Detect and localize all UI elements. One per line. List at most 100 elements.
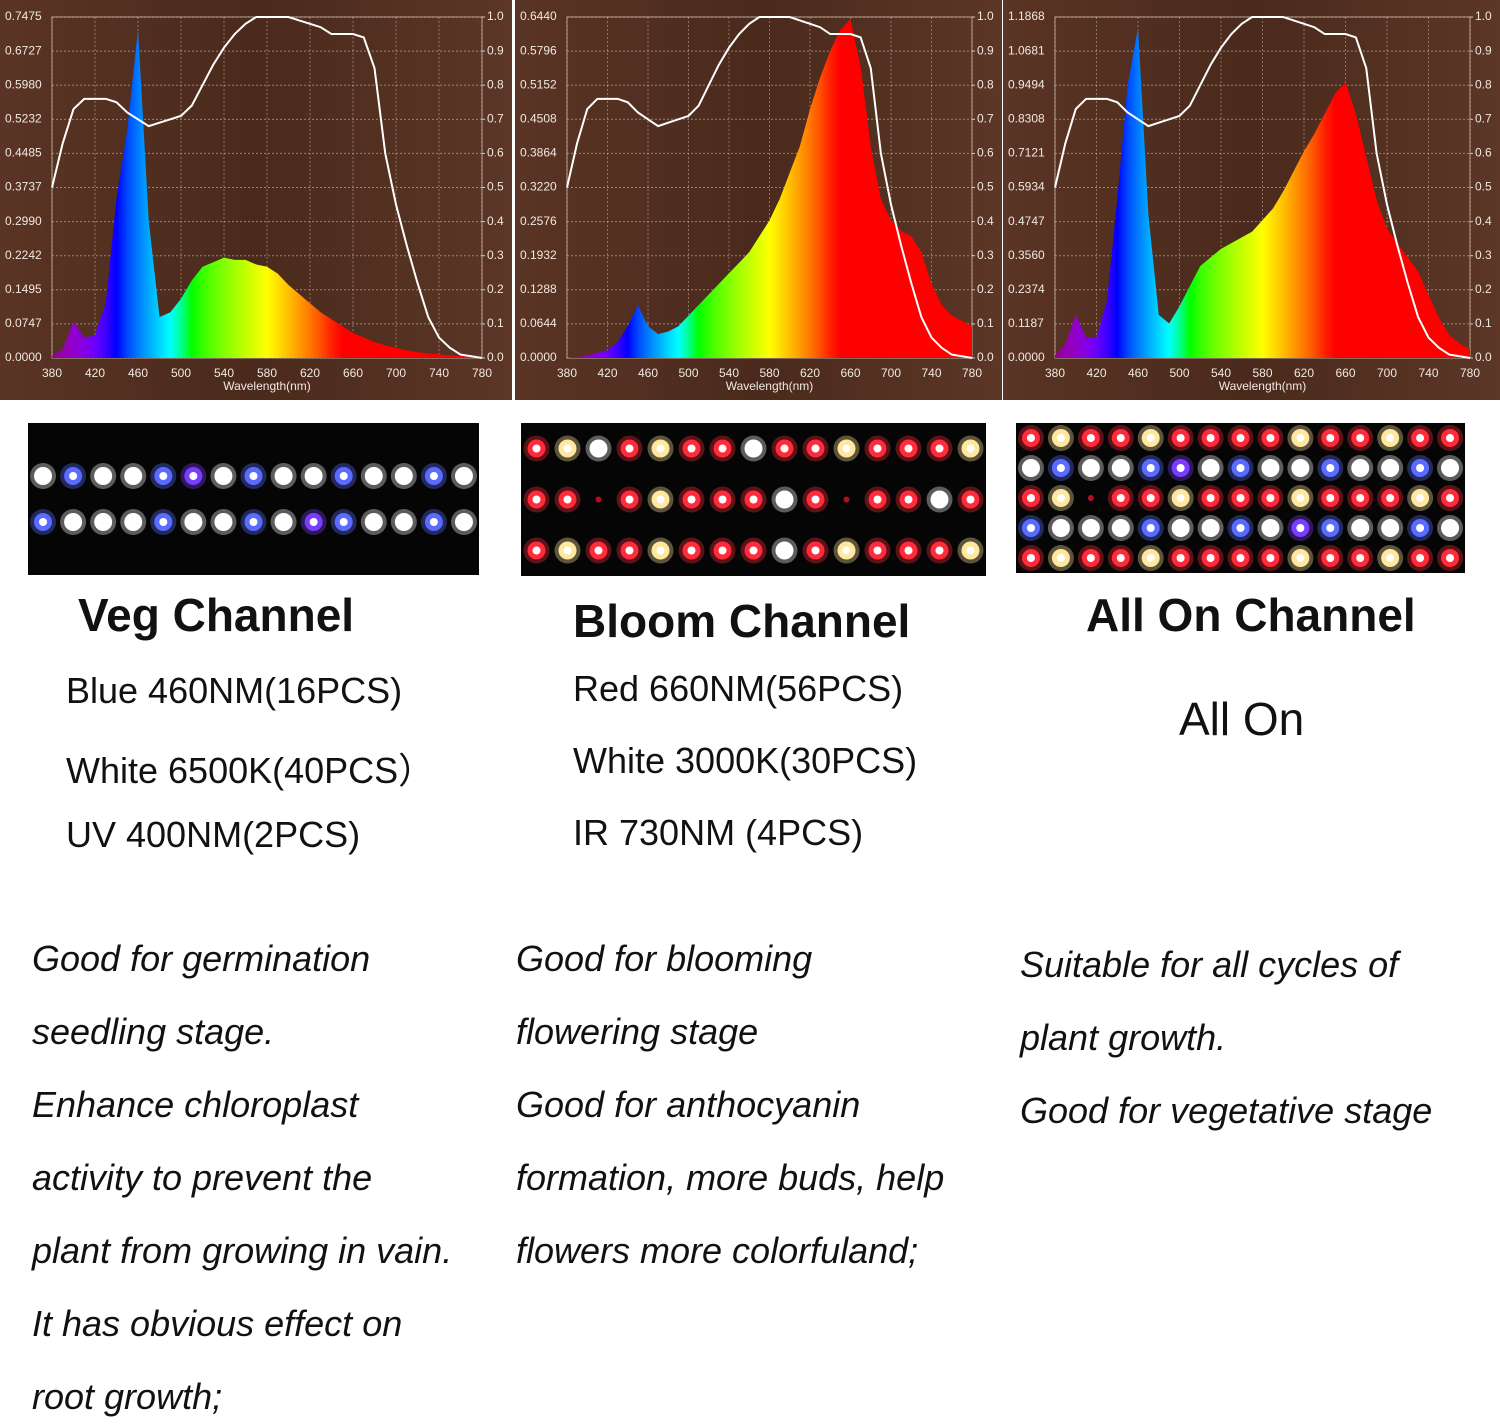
y2-tick-label: 0.4 bbox=[1475, 214, 1492, 228]
led-core bbox=[1266, 524, 1275, 532]
y-tick-label: 0.3864 bbox=[520, 146, 557, 160]
led-core bbox=[904, 495, 913, 504]
led-core bbox=[1206, 524, 1215, 532]
x-tick-label: 420 bbox=[1086, 366, 1106, 380]
led-core bbox=[966, 495, 975, 504]
led-core bbox=[1056, 554, 1065, 562]
led-core bbox=[1386, 464, 1395, 472]
x-tick-label: 500 bbox=[1169, 366, 1189, 380]
description-line: Good for germination bbox=[32, 938, 371, 979]
led-core bbox=[459, 472, 468, 480]
led-core bbox=[1146, 464, 1155, 472]
led-core bbox=[1086, 434, 1095, 442]
y-tick-label: 0.0000 bbox=[5, 350, 42, 364]
led-core bbox=[1116, 464, 1125, 472]
led-core bbox=[1356, 524, 1365, 532]
led-core bbox=[811, 444, 820, 453]
led-core bbox=[279, 518, 288, 526]
strip-background bbox=[28, 423, 479, 575]
led-core bbox=[1206, 554, 1215, 562]
led-off bbox=[1087, 495, 1094, 501]
y-tick-label: 0.0747 bbox=[5, 316, 42, 330]
led-core bbox=[1206, 464, 1215, 472]
led-core bbox=[1266, 434, 1275, 442]
led-core bbox=[1026, 434, 1035, 442]
y-tick-label: 0.5152 bbox=[520, 77, 557, 91]
led-core bbox=[69, 472, 78, 480]
led-core bbox=[219, 472, 228, 480]
x-tick-label: 460 bbox=[1128, 366, 1148, 380]
description-line: formation, more buds, help bbox=[516, 1157, 945, 1198]
led-core bbox=[873, 444, 882, 453]
led-core bbox=[459, 518, 468, 526]
channel-heading: Veg Channel bbox=[78, 589, 355, 641]
led-core bbox=[309, 518, 318, 526]
led-core bbox=[1386, 434, 1395, 442]
led-core bbox=[309, 472, 318, 480]
led-core bbox=[935, 444, 944, 453]
y-tick-label: 0.4747 bbox=[1008, 214, 1045, 228]
y-tick-label: 1.0681 bbox=[1008, 43, 1045, 57]
led-core bbox=[718, 444, 727, 453]
led-core bbox=[1296, 524, 1305, 532]
y2-tick-label: 0.7 bbox=[1475, 111, 1492, 125]
x-axis-label: Wavelength(nm) bbox=[726, 379, 814, 393]
x-tick-label: 700 bbox=[881, 366, 901, 380]
spec-line: All On bbox=[1179, 693, 1305, 745]
y2-tick-label: 0.9 bbox=[1475, 43, 1492, 57]
led-core bbox=[1116, 494, 1125, 502]
led-core bbox=[1056, 524, 1065, 532]
description-line: Suitable for all cycles of bbox=[1020, 944, 1399, 985]
led-core bbox=[249, 472, 258, 480]
led-core bbox=[780, 546, 789, 555]
led-off bbox=[595, 496, 602, 503]
spec-line: White 3000K(30PCS) bbox=[573, 740, 918, 781]
y-tick-label: 0.2242 bbox=[5, 248, 42, 262]
spec-line: White 6500K(40PCS） bbox=[66, 750, 435, 791]
y2-tick-label: 0.2 bbox=[487, 282, 504, 296]
led-strip bbox=[28, 423, 479, 575]
x-tick-label: 780 bbox=[472, 366, 492, 380]
led-core bbox=[339, 472, 348, 480]
y2-tick-label: 0.0 bbox=[977, 350, 994, 364]
led-core bbox=[749, 444, 758, 453]
led-core bbox=[873, 546, 882, 555]
led-core bbox=[1086, 524, 1095, 532]
led-core bbox=[39, 518, 48, 526]
led-core bbox=[129, 518, 138, 526]
led-core bbox=[532, 495, 541, 504]
y2-tick-label: 0.4 bbox=[487, 214, 504, 228]
led-core bbox=[279, 472, 288, 480]
y2-tick-label: 0.9 bbox=[977, 43, 994, 57]
led-core bbox=[1176, 554, 1185, 562]
led-core bbox=[842, 546, 851, 555]
led-core bbox=[1236, 524, 1245, 532]
y2-tick-label: 1.0 bbox=[1475, 9, 1492, 23]
x-tick-label: 620 bbox=[800, 366, 820, 380]
spec-line: IR 730NM (4PCS) bbox=[573, 812, 864, 853]
led-core bbox=[749, 546, 758, 555]
y2-tick-label: 0.1 bbox=[1475, 316, 1492, 330]
y-tick-label: 0.5980 bbox=[5, 77, 42, 91]
y-tick-label: 0.1288 bbox=[520, 282, 557, 296]
description-line: Good for vegetative stage bbox=[1020, 1090, 1433, 1131]
led-core bbox=[159, 472, 168, 480]
led-core bbox=[532, 546, 541, 555]
led-core bbox=[429, 518, 438, 526]
y2-tick-label: 0.2 bbox=[977, 282, 994, 296]
led-core bbox=[1266, 494, 1275, 502]
led-core bbox=[1386, 494, 1395, 502]
led-core bbox=[129, 472, 138, 480]
led-core bbox=[1446, 434, 1455, 442]
y2-tick-label: 0.6 bbox=[977, 146, 994, 160]
response-line bbox=[1054, 16, 1471, 359]
x-tick-label: 740 bbox=[429, 366, 449, 380]
y2-tick-label: 0.5 bbox=[487, 180, 504, 194]
y-tick-label: 0.0000 bbox=[520, 350, 557, 364]
led-core bbox=[749, 495, 758, 504]
led-core bbox=[1116, 434, 1125, 442]
y-tick-label: 0.5796 bbox=[520, 43, 557, 57]
y2-tick-label: 0.6 bbox=[487, 146, 504, 160]
led-core bbox=[219, 518, 228, 526]
